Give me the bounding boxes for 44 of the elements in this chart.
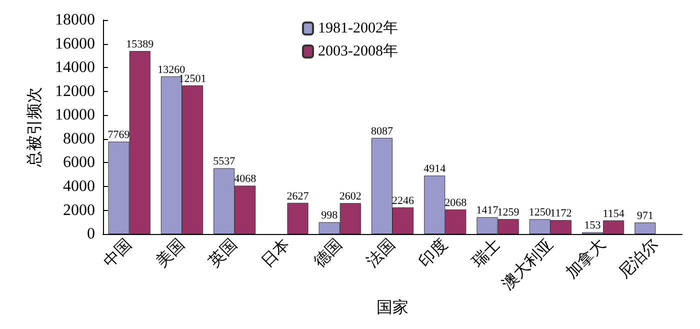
- x-tick-label: 英国: [205, 235, 241, 271]
- y-tick-label: 12000: [55, 82, 95, 100]
- data-label: 1154: [602, 208, 625, 220]
- y-axis-title: 总被引频次: [26, 87, 44, 168]
- data-label: 2602: [339, 190, 362, 203]
- data-label: 7769: [108, 129, 130, 142]
- data-label: 15389: [126, 38, 154, 51]
- data-label: 998: [321, 210, 338, 222]
- y-tick-label: 18000: [55, 12, 95, 28]
- bar: [634, 222, 656, 234]
- data-label: 13260: [158, 64, 186, 76]
- data-label: 4914: [424, 163, 446, 176]
- data-label: 1417: [476, 204, 499, 217]
- x-tick-label: 瑞士: [468, 235, 504, 271]
- x-tick-label: 法国: [363, 235, 399, 271]
- x-tick-label: 德国: [311, 236, 346, 271]
- x-tick-label: 尼泊尔: [616, 236, 662, 282]
- y-tick-label: 4000: [63, 178, 95, 195]
- y-tick-label: 14000: [55, 59, 95, 76]
- data-label: 1259: [497, 206, 520, 219]
- x-tick-label: 加拿大: [562, 235, 610, 282]
- data-label: 5537: [213, 156, 236, 168]
- y-tick-label: 0: [87, 226, 95, 243]
- data-label: 1172: [550, 208, 572, 220]
- y-tick-label: 2000: [63, 202, 95, 219]
- x-axis-title: 国家: [376, 298, 408, 316]
- data-label: 2068: [444, 196, 468, 209]
- y-tick-label: 16000: [55, 35, 95, 52]
- data-label: 971: [636, 210, 654, 222]
- legend-label: 1981-2002年: [318, 20, 398, 36]
- y-tick-label: 8000: [63, 130, 95, 148]
- x-tick-label: 美国: [152, 235, 188, 271]
- data-label: 8087: [370, 125, 394, 138]
- x-tick-label: 日本: [258, 235, 294, 271]
- bar: [287, 202, 308, 234]
- y-tick-label: 6000: [63, 154, 95, 172]
- legend-label: 2003-2008年: [318, 42, 398, 60]
- data-label: 1250: [528, 206, 552, 219]
- data-label: 2246: [392, 194, 415, 207]
- y-tick-label: 10000: [55, 106, 95, 124]
- data-label: 153: [584, 220, 602, 232]
- x-tick-label: 中国: [100, 235, 136, 271]
- x-tick-label: 印度: [416, 235, 452, 271]
- data-label: 2627: [286, 190, 310, 202]
